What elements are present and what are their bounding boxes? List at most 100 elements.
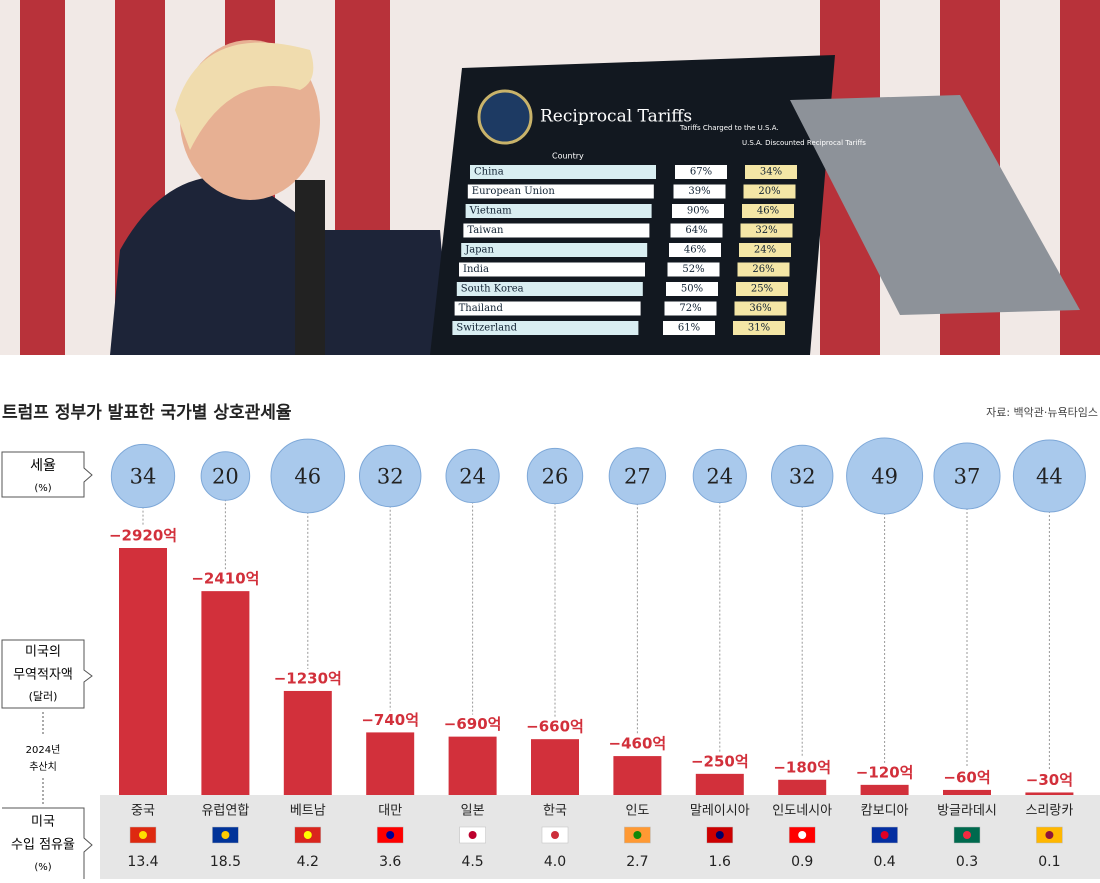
seal — [477, 89, 533, 145]
board-cell — [667, 262, 720, 277]
board-title: Reciprocal Tariffs — [540, 107, 692, 127]
board-country: Switzerland — [456, 323, 517, 334]
tariff-label: 37 — [954, 465, 981, 489]
deficit-bar — [201, 591, 250, 795]
board-country: India — [463, 264, 489, 275]
board-reciprocal: 46% — [757, 206, 779, 217]
person — [110, 176, 450, 355]
deficit-bar — [613, 756, 662, 795]
tariff-bubble — [933, 442, 1001, 510]
share-label: 4.2 — [297, 854, 319, 870]
board-reciprocal: 26% — [752, 264, 774, 275]
deficit-bar — [283, 690, 332, 795]
country-name: 인도 — [625, 804, 649, 819]
board-reciprocal: 25% — [751, 284, 773, 295]
deficit-label: −660억 — [526, 718, 584, 736]
country-flag-emblem — [633, 831, 642, 839]
board-reciprocal: 32% — [755, 225, 777, 236]
board-cell — [733, 321, 785, 335]
deficit-label: −30억 — [1026, 771, 1073, 789]
share-band — [100, 795, 1100, 879]
person-hair — [175, 42, 314, 150]
board-row — [454, 301, 641, 316]
board-cell — [740, 223, 793, 238]
board-reciprocal: 36% — [749, 303, 771, 314]
deficit-bar — [695, 773, 744, 795]
board-charged: 67% — [690, 167, 712, 178]
deficit-label: −690억 — [444, 715, 502, 733]
row-unit: (%) — [34, 862, 51, 873]
row-label: 무역적자액 — [13, 668, 73, 683]
country-name: 일본 — [461, 804, 485, 819]
board-row — [452, 321, 639, 335]
country-flag-emblem — [963, 831, 971, 839]
board-row — [463, 223, 650, 238]
country-name: 한국 — [543, 804, 567, 819]
row-note: 2024년 — [26, 744, 61, 756]
board-row — [467, 184, 654, 199]
source: 자료: 백악관·뉴욕타임스 — [986, 406, 1098, 419]
teleprompter — [790, 95, 1080, 315]
row-label: 미국 — [31, 815, 55, 830]
share-label: 13.4 — [127, 854, 158, 870]
board-cell — [670, 223, 723, 238]
board-reciprocal: 24% — [754, 245, 776, 256]
board-row — [470, 165, 656, 179]
board-country: Vietnam — [469, 206, 513, 217]
share-label: 4.0 — [544, 854, 566, 870]
country-name: 스리랑카 — [1025, 804, 1073, 819]
tariff-label: 27 — [624, 465, 651, 489]
deficit-label: −250억 — [691, 752, 749, 770]
country-flag-emblem — [1045, 831, 1054, 839]
row-unit: (달러) — [29, 690, 58, 703]
tariff-label: 34 — [130, 465, 157, 489]
share-label: 0.1 — [1038, 854, 1060, 870]
tariff-bubble — [358, 444, 422, 508]
board-reciprocal: 31% — [748, 323, 770, 334]
board-country: European Union — [472, 186, 556, 197]
board-cell — [739, 243, 791, 257]
tariff-label: 49 — [871, 465, 898, 489]
country-name: 중국 — [131, 804, 155, 819]
deficit-label: −1230억 — [274, 669, 342, 687]
tariff-label: 20 — [212, 465, 239, 489]
board-country: Taiwan — [467, 225, 504, 236]
country-flag-emblem — [221, 831, 230, 839]
country-flag-emblem — [715, 831, 724, 839]
board-charged: 64% — [685, 225, 707, 236]
tariff-bubble — [692, 448, 747, 504]
microphone — [295, 180, 325, 355]
board-rows: China 67% 34% European Union 39% 20% Vietnam 90… — [452, 165, 797, 335]
tariff-bubble — [200, 451, 251, 501]
country-name: 베트남 — [290, 804, 326, 819]
deficit-bar — [448, 736, 497, 795]
photo: Reciprocal Tariffs Country Tariffs Charg… — [0, 0, 1100, 355]
deficit-label: −60억 — [943, 768, 990, 786]
share-label: 18.5 — [210, 854, 241, 870]
deficit-bar — [366, 732, 415, 795]
board-header: Country — [552, 152, 584, 161]
row-label: 수입 점유율 — [11, 838, 75, 853]
board-row — [461, 243, 648, 257]
deficit-label: −120억 — [856, 763, 914, 781]
board-cell — [745, 165, 797, 179]
board-charged: 52% — [682, 264, 704, 275]
share-label: 2.7 — [626, 854, 648, 870]
share-label: 3.6 — [379, 854, 401, 870]
share-label: 0.3 — [956, 854, 978, 870]
board-row — [459, 262, 645, 277]
tariff-label: 24 — [459, 465, 486, 489]
country-flag-emblem — [880, 831, 889, 839]
board-charged: 39% — [688, 186, 710, 197]
tariff-bubble — [110, 443, 176, 509]
country-name: 유럽연합 — [201, 804, 249, 819]
tariff-label: 44 — [1036, 465, 1063, 489]
deficit-label: −740억 — [361, 711, 419, 729]
board-cell — [673, 184, 726, 199]
tariff-label: 26 — [542, 465, 569, 489]
board-row — [465, 204, 652, 218]
share-label: 0.9 — [791, 854, 813, 870]
tariff-bubble — [526, 447, 584, 505]
board-charged: 50% — [681, 284, 703, 295]
